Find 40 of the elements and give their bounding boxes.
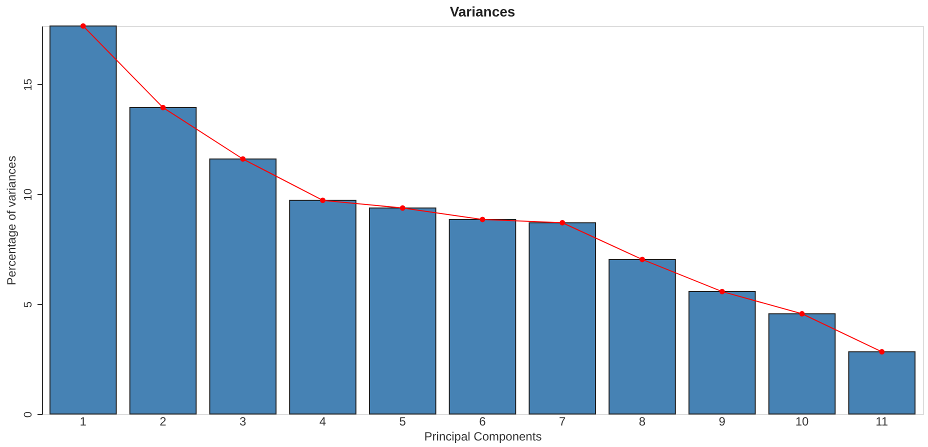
y-tick-label: 5 [22, 302, 34, 308]
y-tick-label: 15 [22, 78, 34, 91]
chart-title: Variances [450, 3, 516, 20]
x-tick-label: 7 [559, 414, 566, 428]
x-tick-label: 11 [876, 414, 888, 428]
bar [129, 107, 197, 414]
point [80, 23, 86, 29]
y-tick-label: 0 [22, 411, 34, 418]
bar [848, 351, 916, 414]
x-axis-title: Principal Components [424, 430, 542, 444]
y-tick-label: 10 [22, 188, 34, 201]
point [640, 256, 645, 262]
point [879, 349, 885, 355]
bar [368, 208, 436, 414]
x-tick-label: 3 [240, 414, 247, 428]
bar [289, 200, 356, 414]
x-tick-label: 10 [795, 414, 809, 428]
bar [209, 158, 277, 414]
bar [768, 313, 836, 414]
x-tick-label: 4 [319, 414, 326, 428]
x-tick-label: 5 [399, 414, 406, 428]
x-tick-label: 2 [160, 414, 167, 428]
bar [49, 26, 117, 414]
point [320, 198, 326, 204]
point [160, 104, 166, 110]
point [560, 220, 566, 226]
point [719, 288, 725, 294]
point [799, 311, 805, 316]
x-tick-label: 6 [479, 414, 486, 428]
bar [448, 218, 516, 414]
y-axis-title: Percentage of variances [4, 156, 18, 286]
point [480, 216, 486, 222]
bar [688, 291, 756, 414]
x-tick-label: 8 [638, 414, 646, 428]
point [400, 205, 406, 211]
x-tick-label: 1 [80, 414, 87, 428]
x-tick-label: 9 [718, 414, 726, 428]
bar [528, 222, 596, 414]
bar [608, 258, 676, 414]
point [240, 156, 246, 162]
